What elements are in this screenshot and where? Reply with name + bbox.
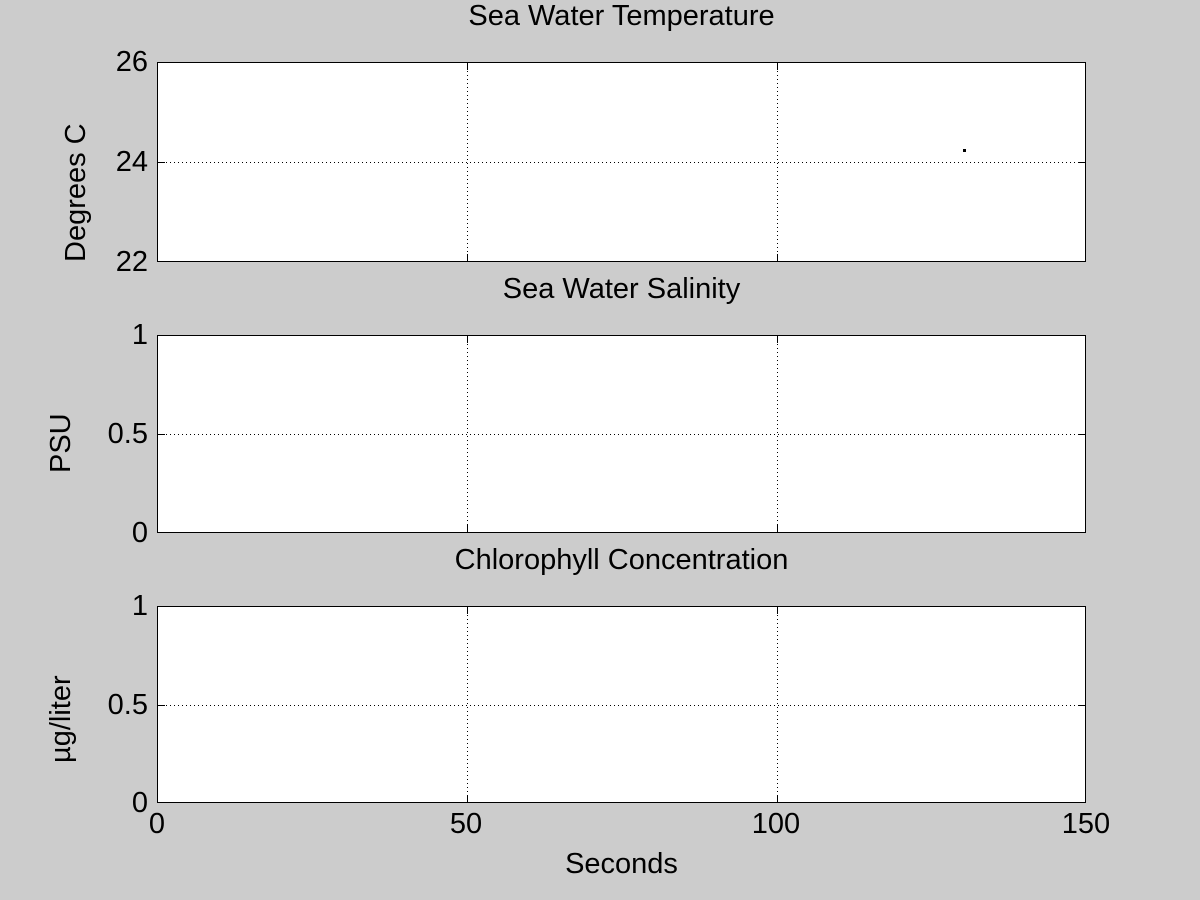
subplot-3-xtick-100 (777, 795, 778, 802)
subplot-1-gridline-y24 (158, 162, 1085, 163)
xtick-label-0: 0 (148, 808, 166, 840)
subplot-2-ytick-mark-right-05 (1078, 434, 1085, 435)
subplot-1-ylabel: Degrees C (60, 123, 92, 262)
subplot-1-ytick-label-22: 22 (115, 246, 148, 278)
subplot-2-ytick-label-0: 0 (131, 517, 148, 549)
subplot-3-title: Chlorophyll Concentration (454, 544, 789, 576)
subplot-3-ytick-mark-right-05 (1078, 705, 1085, 706)
subplot-3-xtick-top-100 (777, 607, 778, 614)
subplot-2-ytick-label-1: 1 (131, 319, 148, 351)
subplot-3-ylabel: µg/liter (45, 675, 77, 763)
subplot-2-ylabel: PSU (45, 413, 77, 473)
xtick-label-150: 150 (1061, 808, 1111, 840)
subplot-1-data-marker (963, 149, 966, 152)
subplot-1-title: Sea Water Temperature (468, 0, 775, 32)
subplot-2-ytick-label-05: 0.5 (107, 418, 148, 450)
subplot-1-ytick-mark-right-24 (1078, 162, 1085, 163)
subplot-1-xtick-50 (467, 254, 468, 261)
subplot-3-gridline-x100 (777, 607, 778, 802)
xtick-label-100: 100 (751, 808, 801, 840)
subplot-1-ytick-label-24: 24 (115, 146, 148, 178)
xaxis-label: Seconds (565, 848, 678, 880)
subplot-1-xtick-top-100 (777, 63, 778, 70)
subplot-3-xtick-50 (467, 795, 468, 802)
subplot-1-ytick-label-26: 26 (115, 46, 148, 78)
subplot-3-ytick-label-05: 0.5 (107, 689, 148, 721)
subplot-3-ytick-mark-05 (158, 705, 165, 706)
subplot-1-xtick-top-50 (467, 63, 468, 70)
subplot-2-xtick-top-50 (467, 336, 468, 343)
subplot-2-xtick-top-100 (777, 336, 778, 343)
subplot-3-gridline-y05 (158, 705, 1085, 706)
subplot-3-ytick-label-1: 1 (131, 590, 148, 622)
subplot-2-xtick-50 (467, 525, 468, 532)
subplot-1-axes[interactable] (157, 62, 1086, 262)
subplot-3-gridline-x50 (467, 607, 468, 802)
subplot-2-xtick-100 (777, 525, 778, 532)
subplot-2-ytick-mark-05 (158, 434, 165, 435)
subplot-3-xtick-top-50 (467, 607, 468, 614)
subplot-1-ytick-mark-24 (158, 162, 165, 163)
subplot-3-ytick-label-0: 0 (131, 787, 148, 819)
subplot-2-title: Sea Water Salinity (502, 273, 741, 305)
subplot-3-axes[interactable] (157, 606, 1086, 803)
subplot-2-axes[interactable] (157, 335, 1086, 533)
subplot-1-xtick-100 (777, 254, 778, 261)
xtick-label-50: 50 (449, 808, 483, 840)
subplot-2-gridline-y05 (158, 434, 1085, 435)
